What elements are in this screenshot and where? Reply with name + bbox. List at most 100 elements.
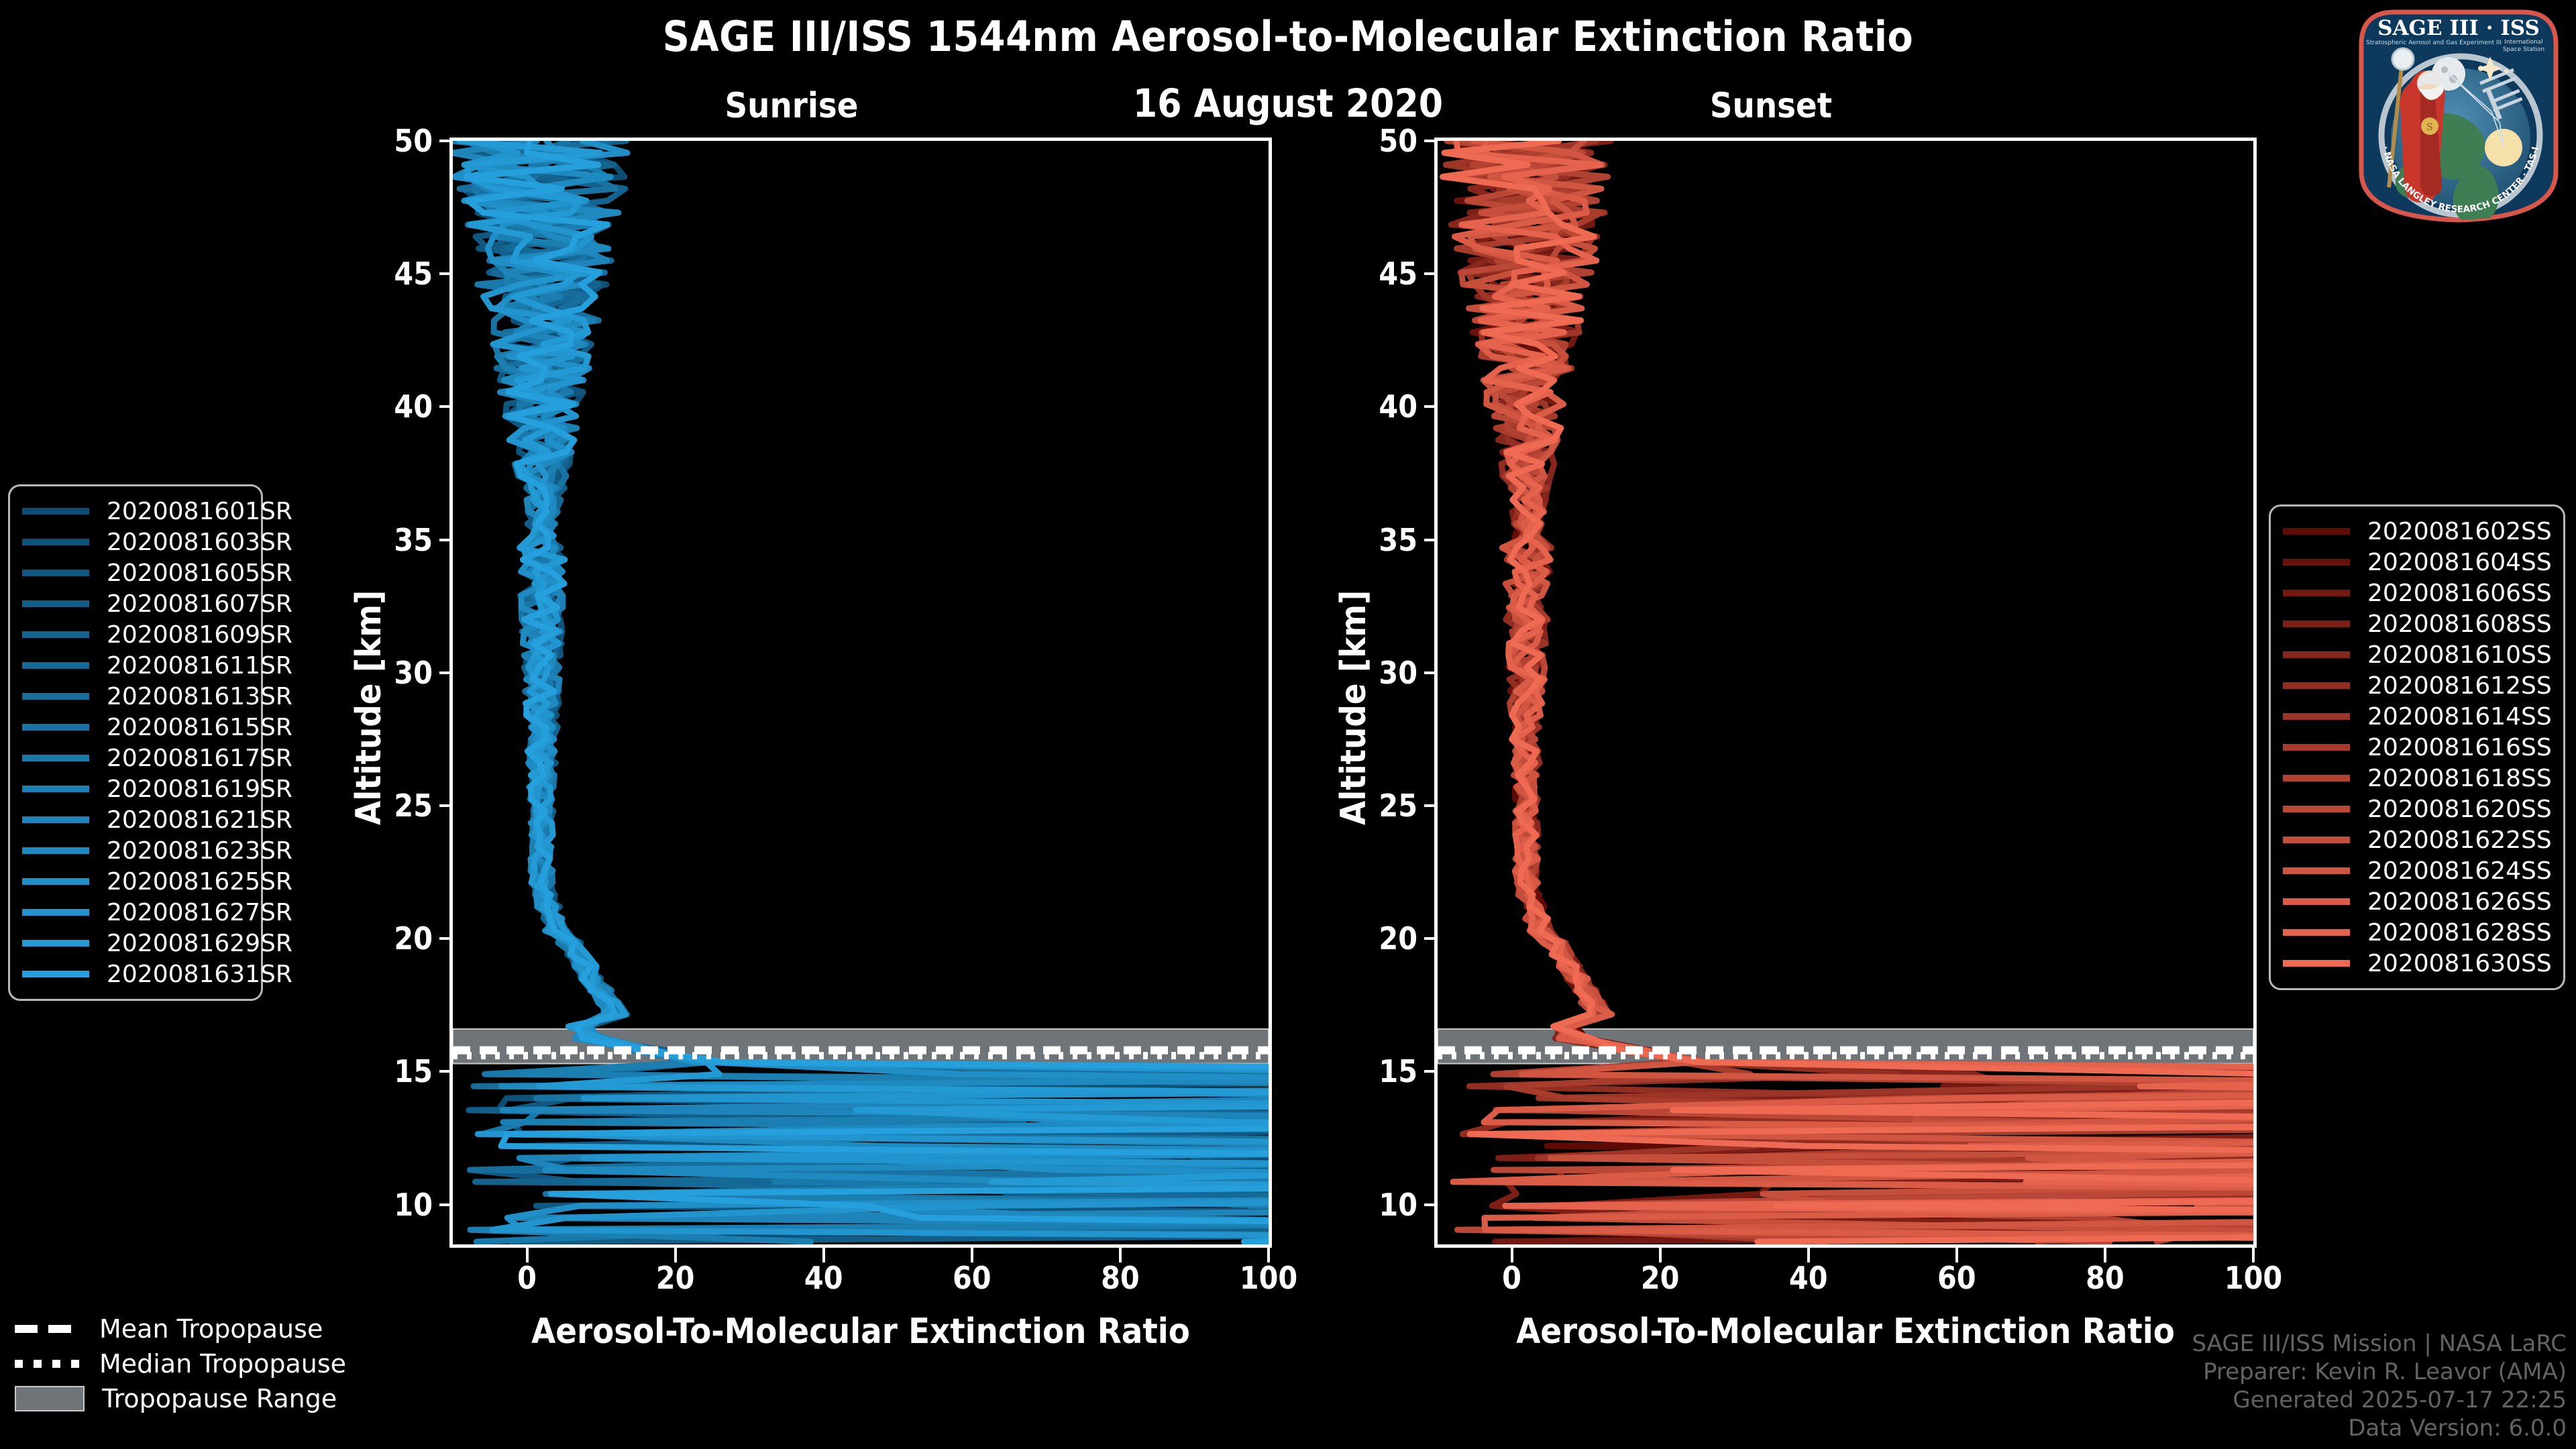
x-tick-mark [822,1248,825,1263]
page-subtitle: 16 August 2020 [1132,80,1444,126]
legend-item[interactable]: 2020081609SR [22,619,292,650]
y-tick-label: 35 [394,521,433,558]
legend-item[interactable]: 2020081615SR [22,712,292,743]
legend-item-label: 2020081626SS [2367,888,2552,916]
legend-item-label: 2020081629SR [107,929,292,957]
legend-color-swatch [22,631,89,638]
legend-item[interactable]: 2020081628SS [2283,917,2552,948]
legend-item-label: 2020081602SS [2367,517,2552,545]
legend-color-swatch [22,755,89,761]
y-tick-mark [1424,1203,1438,1206]
legend-item[interactable]: 2020081612SS [2283,670,2552,701]
legend-item[interactable]: 2020081630SS [2283,948,2552,979]
legend-color-swatch [2283,775,2350,782]
legend-color-swatch [2283,898,2350,905]
legend-color-swatch [22,786,89,792]
legend-item[interactable]: 2020081622SS [2283,824,2552,855]
legend-item[interactable]: 2020081619SR [22,773,292,804]
legend-item[interactable]: 2020081624SS [2283,855,2552,886]
legend-color-swatch [22,570,89,576]
legend-item-label: 2020081619SR [107,775,292,803]
y-tick-mark [439,1070,453,1073]
legend-item-label: 2020081628SS [2367,918,2552,947]
legend-item[interactable]: 2020081625SR [22,866,292,897]
y-tick-label: 40 [394,388,433,425]
y-tick-label: 15 [1379,1053,1417,1090]
x-tick-mark [2252,1248,2255,1263]
sunset-plot-panel [1434,138,2257,1248]
legend-item[interactable]: 2020081621SR [22,804,292,835]
x-tick-mark [1807,1248,1810,1263]
legend-item[interactable]: 2020081618SS [2283,763,2552,794]
legend-item-label: 2020081610SS [2367,641,2552,669]
svg-text:S: S [2426,122,2433,133]
legend-item[interactable]: 2020081604SS [2283,547,2552,578]
y-tick-mark [439,538,453,541]
x-tick-label: 100 [1239,1260,1298,1296]
x-tick-mark [970,1248,973,1263]
x-tick-mark [1955,1248,1958,1263]
tropopause-legend-item: Mean Tropopause [15,1311,431,1346]
legend-item-label: 2020081625SR [107,867,292,896]
legend-item[interactable]: 2020081603SR [22,527,292,557]
tropopause-legend-label: Median Tropopause [99,1349,346,1379]
tropopause-legend-swatch-band [15,1386,85,1411]
legend-color-swatch [2283,651,2350,658]
y-tick-label: 50 [394,123,433,159]
legend-item[interactable]: 2020081606SS [2283,578,2552,608]
x-tick-mark [525,1248,529,1263]
legend-item[interactable]: 2020081623SR [22,835,292,866]
y-tick-mark [439,140,453,142]
x-tick-label: 20 [1640,1260,1680,1296]
profile-line [1440,141,2253,1244]
legend-item[interactable]: 2020081611SR [22,650,292,681]
legend-item-label: 2020081604SS [2367,548,2552,576]
legend-item-label: 2020081611SR [107,651,292,680]
legend-item[interactable]: 2020081601SR [22,496,292,527]
legend-item[interactable]: 2020081610SS [2283,639,2552,670]
y-tick-mark [439,937,453,941]
right-panel-title: Sunset [1709,86,1833,126]
legend-color-swatch [22,724,89,731]
y-tick-mark [1424,140,1438,142]
legend-item[interactable]: 2020081605SR [22,557,292,588]
legend-item-label: 2020081617SR [107,744,292,772]
sunset-legend[interactable]: 2020081602SS 2020081604SS 2020081606SS 2020… [2269,504,2565,990]
profile-line [464,141,1269,1244]
tropopause-legend-label: Mean Tropopause [99,1314,323,1344]
y-tick-mark [1424,538,1438,541]
legend-item[interactable]: 2020081613SR [22,681,292,712]
x-tick-label: 100 [2224,1260,2283,1296]
legend-item[interactable]: 2020081617SR [22,743,292,773]
y-tick-label: 25 [394,787,433,824]
legend-item-label: 2020081605SR [107,559,292,587]
legend-item-label: 2020081627SR [107,898,292,926]
legend-item[interactable]: 2020081627SR [22,897,292,928]
y-tick-label: 30 [1379,654,1417,691]
legend-color-swatch [2283,528,2350,535]
sunrise-legend[interactable]: 2020081601SR 2020081603SR 2020081605SR 2020… [8,484,292,1001]
y-tick-label: 10 [1379,1186,1417,1223]
legend-color-swatch [22,662,89,669]
legend-color-swatch [22,971,89,977]
legend-color-swatch [2283,837,2350,843]
legend-item[interactable]: 2020081608SS [2283,608,2552,639]
legend-item[interactable]: 2020081629SR [22,928,292,959]
credits-line: Preparer: Kevin R. Leavor (AMA) [2203,1358,2567,1385]
legend-item[interactable]: 2020081620SS [2283,794,2552,824]
sunrise-y-axis-label: Altitude [km] [349,590,389,825]
legend-item[interactable]: 2020081607SR [22,588,292,619]
legend-item[interactable]: 2020081602SS [2283,516,2552,547]
y-tick-label: 30 [394,654,433,691]
legend-item[interactable]: 2020081614SS [2283,701,2552,732]
legend-color-swatch [22,940,89,947]
legend-item[interactable]: 2020081631SR [22,959,292,989]
legend-item[interactable]: 2020081626SS [2283,886,2552,917]
legend-item[interactable]: 2020081616SS [2283,732,2552,763]
sunset-x-axis-label: Aerosol-To-Molecular Extinction Ratio [1516,1311,2175,1352]
y-tick-mark [439,405,453,409]
svg-text:International: International [2504,39,2542,46]
legend-color-swatch [2283,590,2350,596]
legend-color-swatch [22,816,89,823]
legend-color-swatch [22,508,89,515]
